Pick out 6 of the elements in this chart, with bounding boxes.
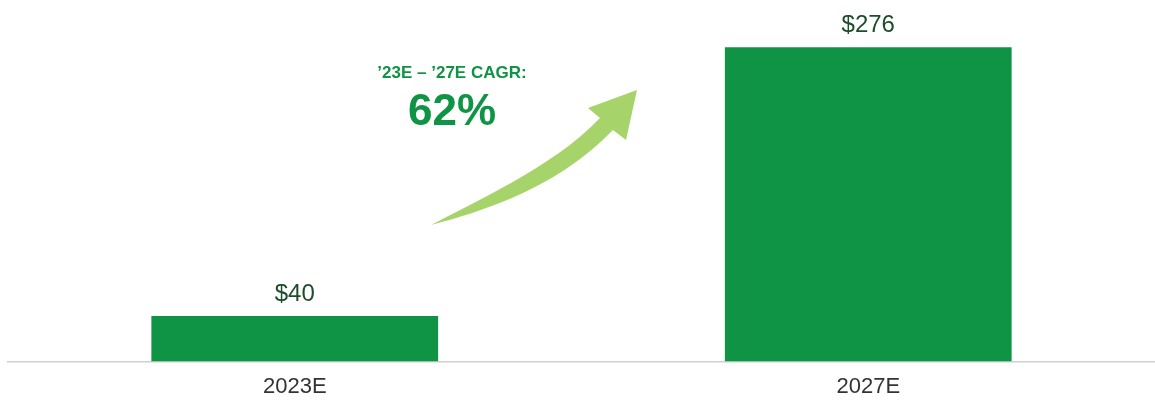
annotation: 62%: [407, 85, 497, 135]
x-tick-label: 2023E: [262, 372, 327, 398]
x-tick-label: 2027E: [836, 372, 901, 398]
annotation: ’23E – ’27E CAGR:: [377, 63, 527, 83]
data-label: $40: [274, 278, 315, 306]
data-label: $276: [841, 9, 895, 37]
